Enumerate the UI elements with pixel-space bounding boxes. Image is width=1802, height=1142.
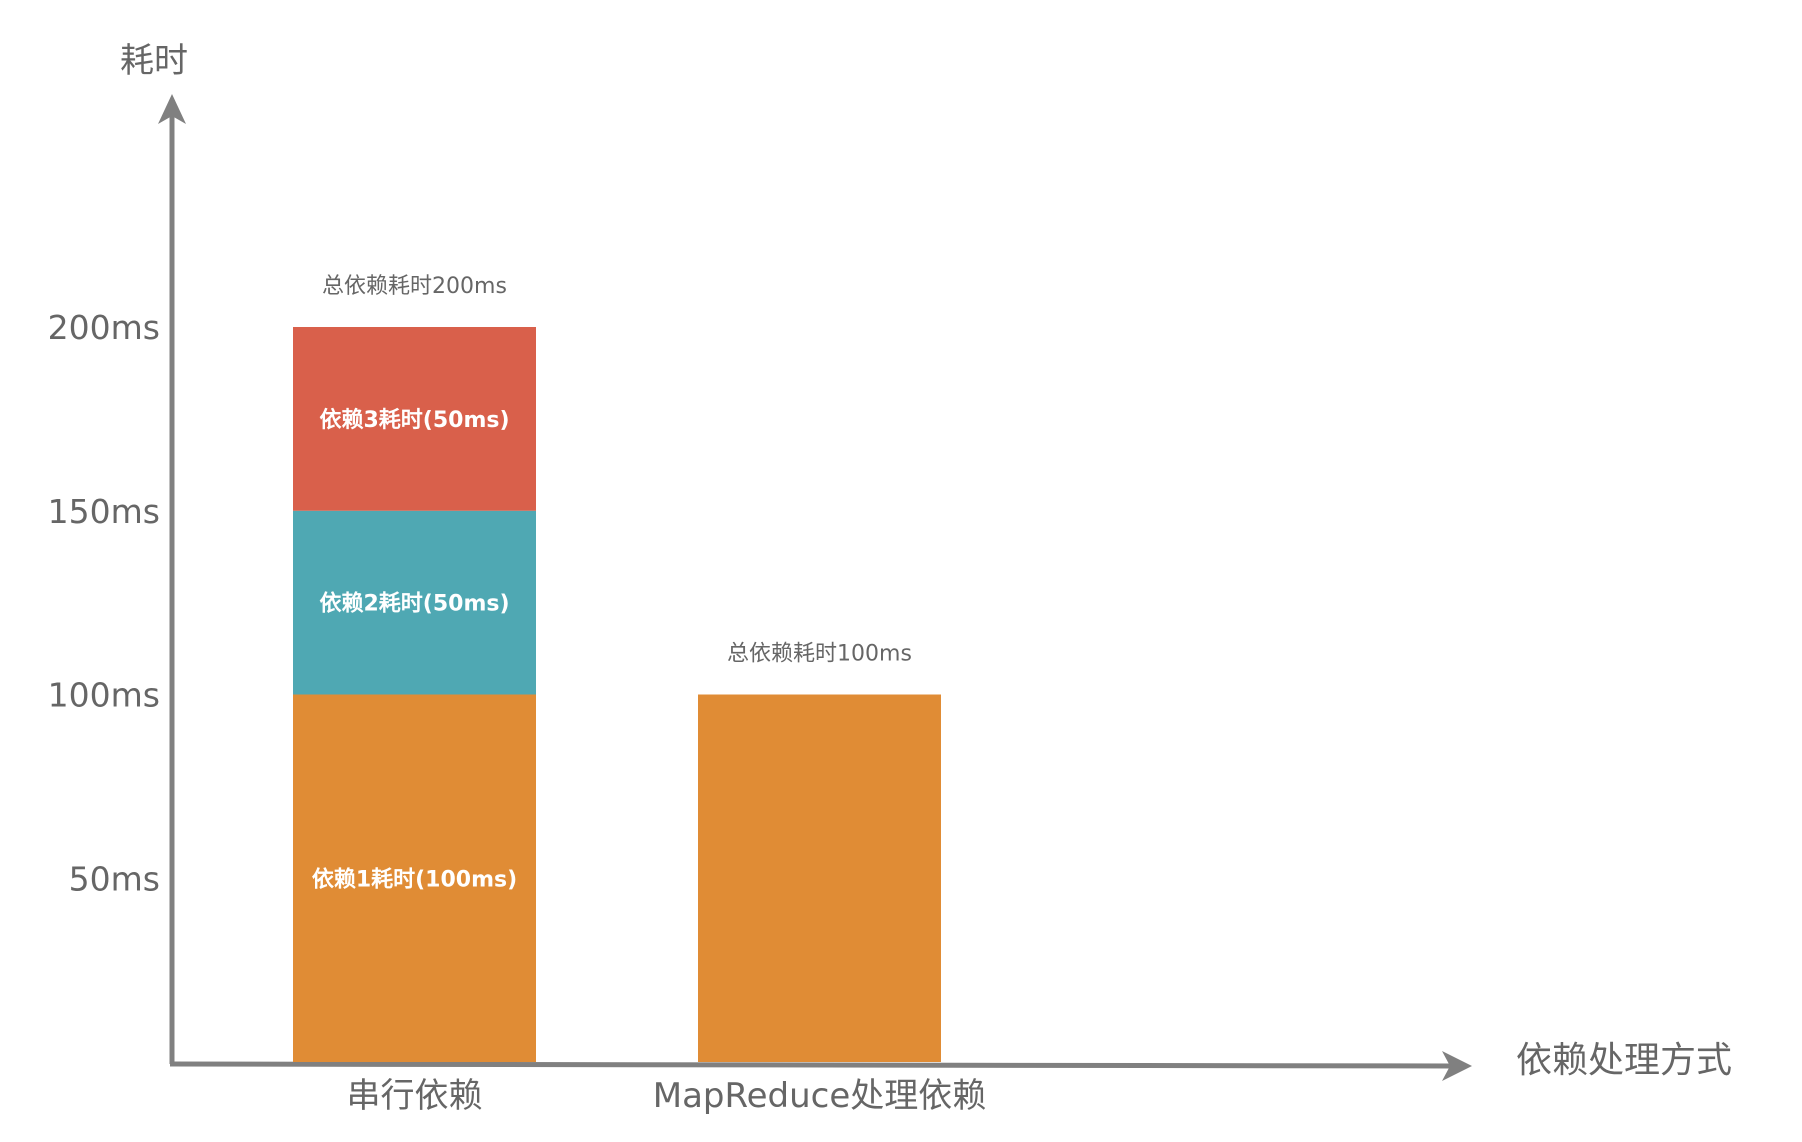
- x-axis: [169, 1061, 1453, 1069]
- total-label: 总依赖耗时200ms: [322, 274, 507, 299]
- y-axis-label: 耗时: [120, 41, 188, 81]
- segment-label: 依赖2耗时(50ms): [319, 591, 509, 617]
- total-label: 总依赖耗时100ms: [727, 642, 912, 667]
- x-tick-label: MapReduce处理依赖: [653, 1076, 987, 1116]
- axes: 耗时 依赖处理方式: [120, 41, 1732, 1081]
- x-axis-label: 依赖处理方式: [1516, 1040, 1732, 1081]
- y-tick-label: 100ms: [48, 676, 160, 715]
- bar-segment: [293, 510, 536, 695]
- segment-label: 依赖1耗时(100ms): [312, 866, 517, 892]
- x-tick-label: 串行依赖: [347, 1076, 483, 1116]
- bars: 依赖1耗时(100ms) 依赖2耗时(50ms) 依赖3耗时(50ms) 总依赖耗时2…: [293, 274, 986, 1116]
- bar-group: 总依赖耗时100ms MapReduce处理依赖: [653, 642, 987, 1117]
- y-tick-labels: 50ms 100ms 150ms 200ms: [48, 308, 160, 898]
- bar-segment: [698, 694, 941, 1062]
- y-tick-label: 150ms: [48, 492, 160, 531]
- y-tick-label: 50ms: [69, 859, 160, 898]
- x-axis-arrow: [1442, 1051, 1472, 1081]
- y-tick-label: 200ms: [48, 308, 160, 347]
- bar-segment: [293, 694, 536, 1062]
- y-axis-arrow: [158, 94, 186, 124]
- bar-group: 依赖1耗时(100ms) 依赖2耗时(50ms) 依赖3耗时(50ms) 总依赖耗时2…: [293, 274, 536, 1116]
- bar-segment: [293, 327, 536, 511]
- segment-label: 依赖3耗时(50ms): [319, 407, 509, 433]
